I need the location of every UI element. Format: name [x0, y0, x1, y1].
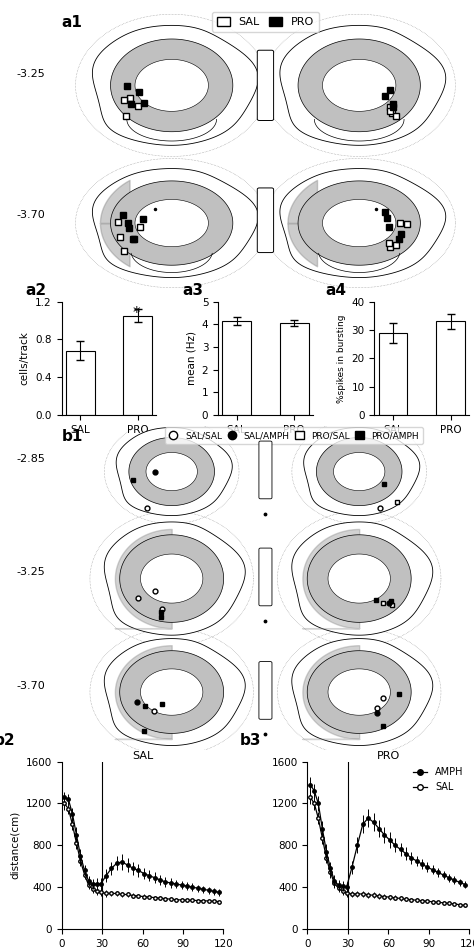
Polygon shape	[292, 522, 433, 635]
Bar	[379, 333, 408, 415]
Text: -2.85: -2.85	[17, 453, 46, 464]
Polygon shape	[307, 650, 411, 734]
Polygon shape	[92, 26, 258, 145]
Text: b3: b3	[239, 733, 261, 748]
Y-axis label: cells/track: cells/track	[20, 332, 30, 385]
Bar	[123, 316, 152, 415]
Text: -3.70: -3.70	[17, 681, 46, 690]
FancyBboxPatch shape	[257, 188, 273, 252]
Text: a4: a4	[325, 283, 346, 298]
Bar	[66, 351, 95, 415]
Polygon shape	[120, 650, 224, 734]
Polygon shape	[298, 181, 420, 265]
FancyBboxPatch shape	[259, 548, 272, 606]
Bar	[436, 321, 465, 415]
Polygon shape	[280, 26, 446, 145]
Polygon shape	[322, 199, 396, 246]
Legend: SAL/SAL, SAL/AMPH, PRO/SAL, PRO/AMPH: SAL/SAL, SAL/AMPH, PRO/SAL, PRO/AMPH	[165, 428, 423, 444]
FancyBboxPatch shape	[257, 50, 273, 120]
Polygon shape	[280, 169, 446, 278]
Title: SAL: SAL	[132, 751, 153, 760]
Text: a1: a1	[62, 15, 82, 30]
Text: -3.70: -3.70	[17, 210, 46, 220]
Polygon shape	[146, 452, 197, 491]
Text: b1: b1	[62, 429, 83, 445]
Polygon shape	[328, 669, 391, 715]
Legend: SAL, PRO: SAL, PRO	[212, 12, 319, 31]
Bar	[280, 323, 309, 415]
FancyBboxPatch shape	[259, 662, 272, 720]
Text: -3.25: -3.25	[17, 567, 46, 577]
Polygon shape	[116, 428, 232, 516]
Polygon shape	[104, 639, 245, 745]
Polygon shape	[307, 535, 411, 622]
Polygon shape	[140, 554, 203, 603]
Text: *: *	[133, 306, 140, 321]
Polygon shape	[292, 639, 433, 745]
Y-axis label: mean (Hz): mean (Hz)	[186, 332, 196, 385]
Polygon shape	[334, 452, 385, 491]
Polygon shape	[140, 669, 203, 715]
Polygon shape	[317, 438, 402, 505]
Text: a2: a2	[26, 283, 47, 298]
Text: -3.25: -3.25	[17, 69, 46, 79]
Polygon shape	[135, 199, 209, 246]
FancyBboxPatch shape	[259, 441, 272, 499]
Polygon shape	[129, 438, 214, 505]
Polygon shape	[298, 39, 420, 132]
Polygon shape	[328, 554, 391, 603]
Polygon shape	[135, 60, 209, 111]
Bar	[222, 320, 251, 415]
Title: PRO: PRO	[377, 751, 400, 760]
Y-axis label: %spikes in bursting: %spikes in bursting	[337, 314, 346, 403]
Polygon shape	[304, 428, 420, 516]
Polygon shape	[110, 39, 233, 132]
Polygon shape	[120, 535, 224, 622]
Text: b2: b2	[0, 733, 15, 748]
Legend: AMPH, SAL: AMPH, SAL	[409, 763, 467, 796]
Polygon shape	[104, 522, 245, 635]
Polygon shape	[322, 60, 396, 111]
Text: a3: a3	[182, 283, 203, 298]
Polygon shape	[92, 169, 258, 278]
Polygon shape	[110, 181, 233, 265]
Y-axis label: distance(cm): distance(cm)	[10, 811, 20, 880]
